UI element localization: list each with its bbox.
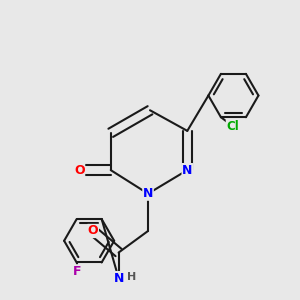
Text: N: N <box>182 164 193 177</box>
Text: H: H <box>127 272 136 282</box>
Text: N: N <box>113 272 124 285</box>
Text: F: F <box>72 265 81 278</box>
Text: N: N <box>143 187 153 200</box>
Text: O: O <box>74 164 85 177</box>
Text: Cl: Cl <box>226 119 239 133</box>
Text: O: O <box>88 224 98 238</box>
